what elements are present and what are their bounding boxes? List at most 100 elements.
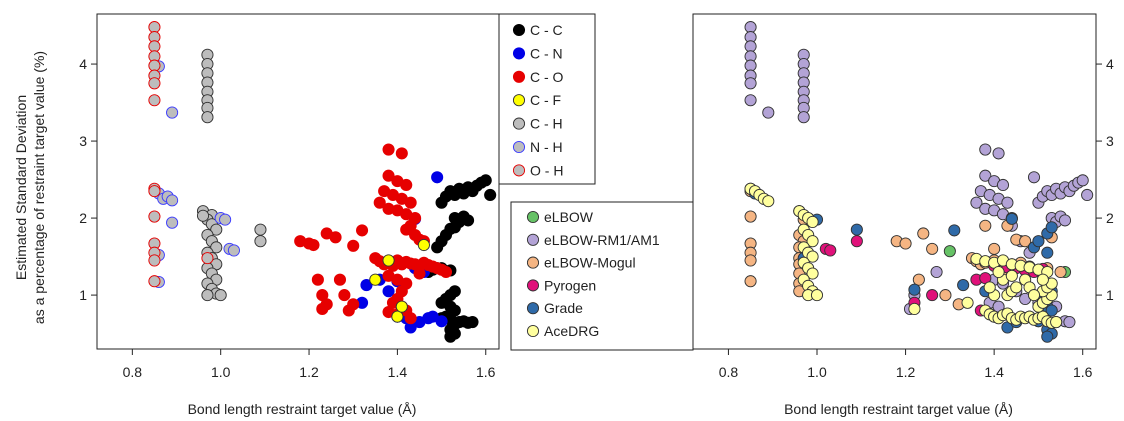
data-point: [347, 298, 360, 311]
data-point: [744, 21, 757, 34]
data-point: [908, 283, 921, 296]
left-x-tick-label: 0.8: [123, 364, 143, 380]
data-point: [201, 289, 214, 302]
right-x-tick-label: 1.4: [984, 364, 1004, 380]
data-point: [1050, 315, 1063, 329]
data-point: [148, 59, 161, 72]
left-series-c-o: [294, 143, 453, 325]
data-point: [201, 111, 214, 124]
data-point: [948, 224, 961, 237]
data-point: [395, 147, 408, 160]
right-y-tick-label: 4: [1106, 56, 1114, 72]
data-point: [254, 223, 267, 236]
data-point: [979, 169, 992, 182]
data-point: [1027, 171, 1041, 184]
legend-marker: [512, 70, 526, 83]
data-point: [479, 174, 492, 187]
legend-marker: [512, 164, 526, 177]
right-plot-frame: [692, 13, 1097, 350]
legend-label: Pyrogen: [544, 277, 596, 293]
legend-label: Grade: [544, 300, 583, 316]
data-point: [439, 265, 453, 279]
data-point: [979, 219, 992, 232]
right-x-axis-title: Bond length restraint target value (Å): [784, 401, 1013, 417]
data-point: [356, 224, 369, 237]
legend-label: AceDRG: [544, 323, 599, 339]
data-point: [148, 40, 161, 53]
data-point: [311, 273, 324, 286]
y-axis-title-line-2: as a percentage of restraint target valu…: [31, 51, 47, 324]
data-point: [360, 279, 373, 292]
data-point: [148, 185, 161, 198]
data-point: [1001, 196, 1014, 209]
data-point: [444, 330, 457, 343]
data-point: [979, 143, 992, 156]
data-point: [912, 273, 925, 286]
data-point: [148, 77, 161, 90]
right-series-acedrg: [744, 182, 1063, 329]
legend-label: C - N: [530, 45, 563, 61]
data-point: [333, 273, 347, 286]
data-point: [413, 267, 426, 280]
data-point: [926, 242, 939, 255]
data-point: [417, 238, 430, 252]
right-y-tick-label: 3: [1106, 133, 1114, 149]
left-scatter-panel: 0.8 1.0 1.2 1.4 1.6 1 2 3 4 Bond length restraint…: [13, 13, 500, 417]
legend-marker: [526, 302, 540, 315]
legend-marker: [512, 47, 526, 60]
data-point: [806, 267, 819, 280]
data-point: [806, 215, 819, 228]
legend-marker: [512, 117, 526, 130]
left-y-tick-label: 1: [79, 287, 87, 303]
data-point: [462, 214, 475, 227]
data-point: [166, 106, 179, 119]
data-point: [983, 281, 996, 294]
data-point: [382, 169, 395, 182]
data-point: [382, 254, 395, 267]
data-point: [347, 239, 360, 252]
data-point: [762, 106, 775, 119]
program-legend: eLBOW eLBOW-RM1/AM1 eLBOW-Mogul Pyrogen Grad…: [510, 201, 694, 351]
right-y-tick-label: 2: [1106, 210, 1114, 226]
data-point: [148, 210, 161, 223]
data-point: [148, 254, 161, 267]
data-point: [404, 312, 417, 325]
right-x-tick-label: 1.6: [1073, 364, 1093, 380]
legend-marker: [526, 256, 540, 269]
data-point: [148, 275, 161, 288]
program-legend-box: [510, 201, 694, 351]
data-point: [939, 289, 952, 302]
data-point: [382, 285, 395, 298]
bond-type-legend: C - C C - N C - O C - F C - H N - H O - H: [498, 13, 596, 185]
data-point: [382, 143, 395, 156]
data-point: [1045, 304, 1058, 317]
data-point: [926, 289, 939, 302]
data-point: [373, 196, 386, 209]
legend-marker: [512, 94, 526, 107]
legend-label: C - C: [530, 22, 563, 38]
right-x-tick-label: 0.8: [719, 364, 739, 380]
data-point: [1041, 330, 1054, 343]
left-y-tick-label: 3: [79, 133, 87, 149]
left-y-tick-label: 2: [79, 210, 87, 226]
data-point: [996, 178, 1010, 192]
right-y-tick-label: 1: [1106, 287, 1114, 303]
data-point: [957, 279, 970, 292]
data-point: [810, 289, 824, 302]
left-x-tick-label: 1.0: [211, 364, 231, 380]
data-point: [744, 210, 757, 223]
legend-marker: [526, 210, 540, 224]
data-point: [166, 194, 179, 207]
data-point: [395, 300, 408, 313]
left-x-axis-title: Bond length restraint target value (Å): [188, 401, 417, 417]
data-point: [196, 209, 210, 222]
data-point: [484, 188, 497, 202]
data-point: [400, 178, 413, 192]
data-point: [1027, 289, 1041, 302]
legend-marker: [512, 23, 526, 37]
legend-label: N - H: [530, 139, 563, 155]
data-point: [1036, 273, 1049, 286]
data-point: [824, 244, 837, 257]
data-point: [1058, 214, 1072, 227]
data-point: [338, 289, 351, 302]
